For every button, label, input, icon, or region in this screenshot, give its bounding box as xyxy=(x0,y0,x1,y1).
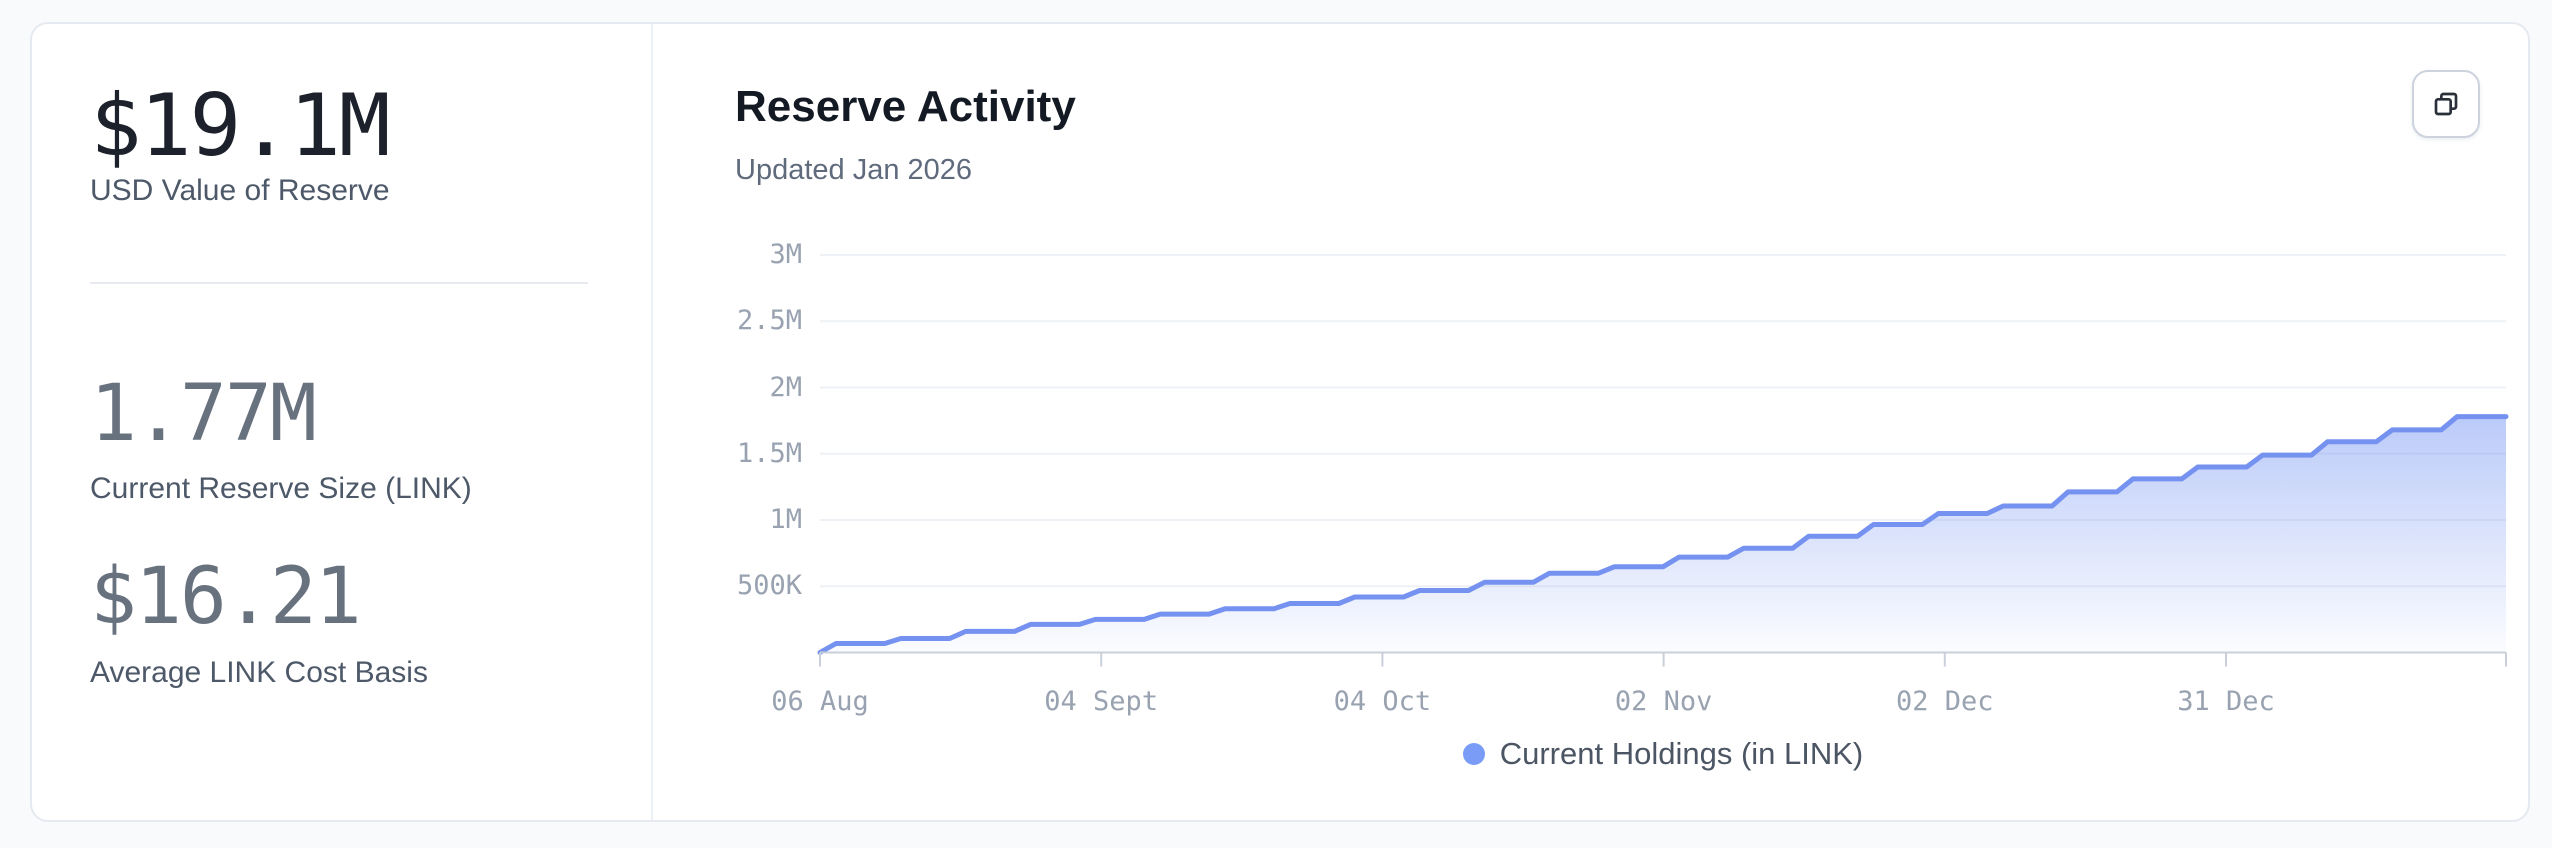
x-tick-label: 04 Oct xyxy=(1333,686,1432,717)
copy-button[interactable] xyxy=(2412,70,2480,138)
y-tick-label: 500K xyxy=(736,570,802,602)
reserve-size-label: Current Reserve Size (LINK) xyxy=(90,472,472,505)
y-tick-label: 1M xyxy=(769,504,802,535)
chart-legend: Current Holdings (in LINK) xyxy=(820,736,2506,772)
stats-divider xyxy=(90,282,588,284)
copy-icon xyxy=(2430,88,2462,120)
cost-basis-label: Average LINK Cost Basis xyxy=(90,656,428,689)
y-tick-label: 3M xyxy=(769,239,802,270)
y-tick-label: 2M xyxy=(769,371,802,403)
cost-basis-value: $16.21 xyxy=(90,552,362,642)
chart-updated-text: Updated Jan 2026 xyxy=(735,154,973,186)
x-tick-label: 02 Nov xyxy=(1614,686,1713,717)
x-tick-label: 06 Aug xyxy=(771,686,869,717)
legend-label: Current Holdings (in LINK) xyxy=(1499,736,1864,771)
y-tick-label: 2.5M xyxy=(736,305,802,337)
legend-dot-icon xyxy=(1462,743,1485,765)
reserve-size-value: 1.77M xyxy=(90,369,317,459)
stats-panel: $19.1M USD Value of Reserve 1.77M Curren… xyxy=(32,24,653,820)
reserve-dashboard-card: $19.1M USD Value of Reserve 1.77M Curren… xyxy=(30,22,2530,822)
chart-title: Reserve Activity xyxy=(735,82,1076,131)
x-tick-label: 04 Sept xyxy=(1044,686,1159,717)
x-tick-label: 31 Dec xyxy=(2177,686,2275,717)
y-tick-label: 1.5M xyxy=(736,437,802,469)
holdings-area-chart xyxy=(817,254,2509,667)
x-tick-label: 02 Dec xyxy=(1896,686,1994,717)
usd-reserve-value: $19.1M xyxy=(90,76,391,176)
usd-reserve-label: USD Value of Reserve xyxy=(90,174,390,207)
